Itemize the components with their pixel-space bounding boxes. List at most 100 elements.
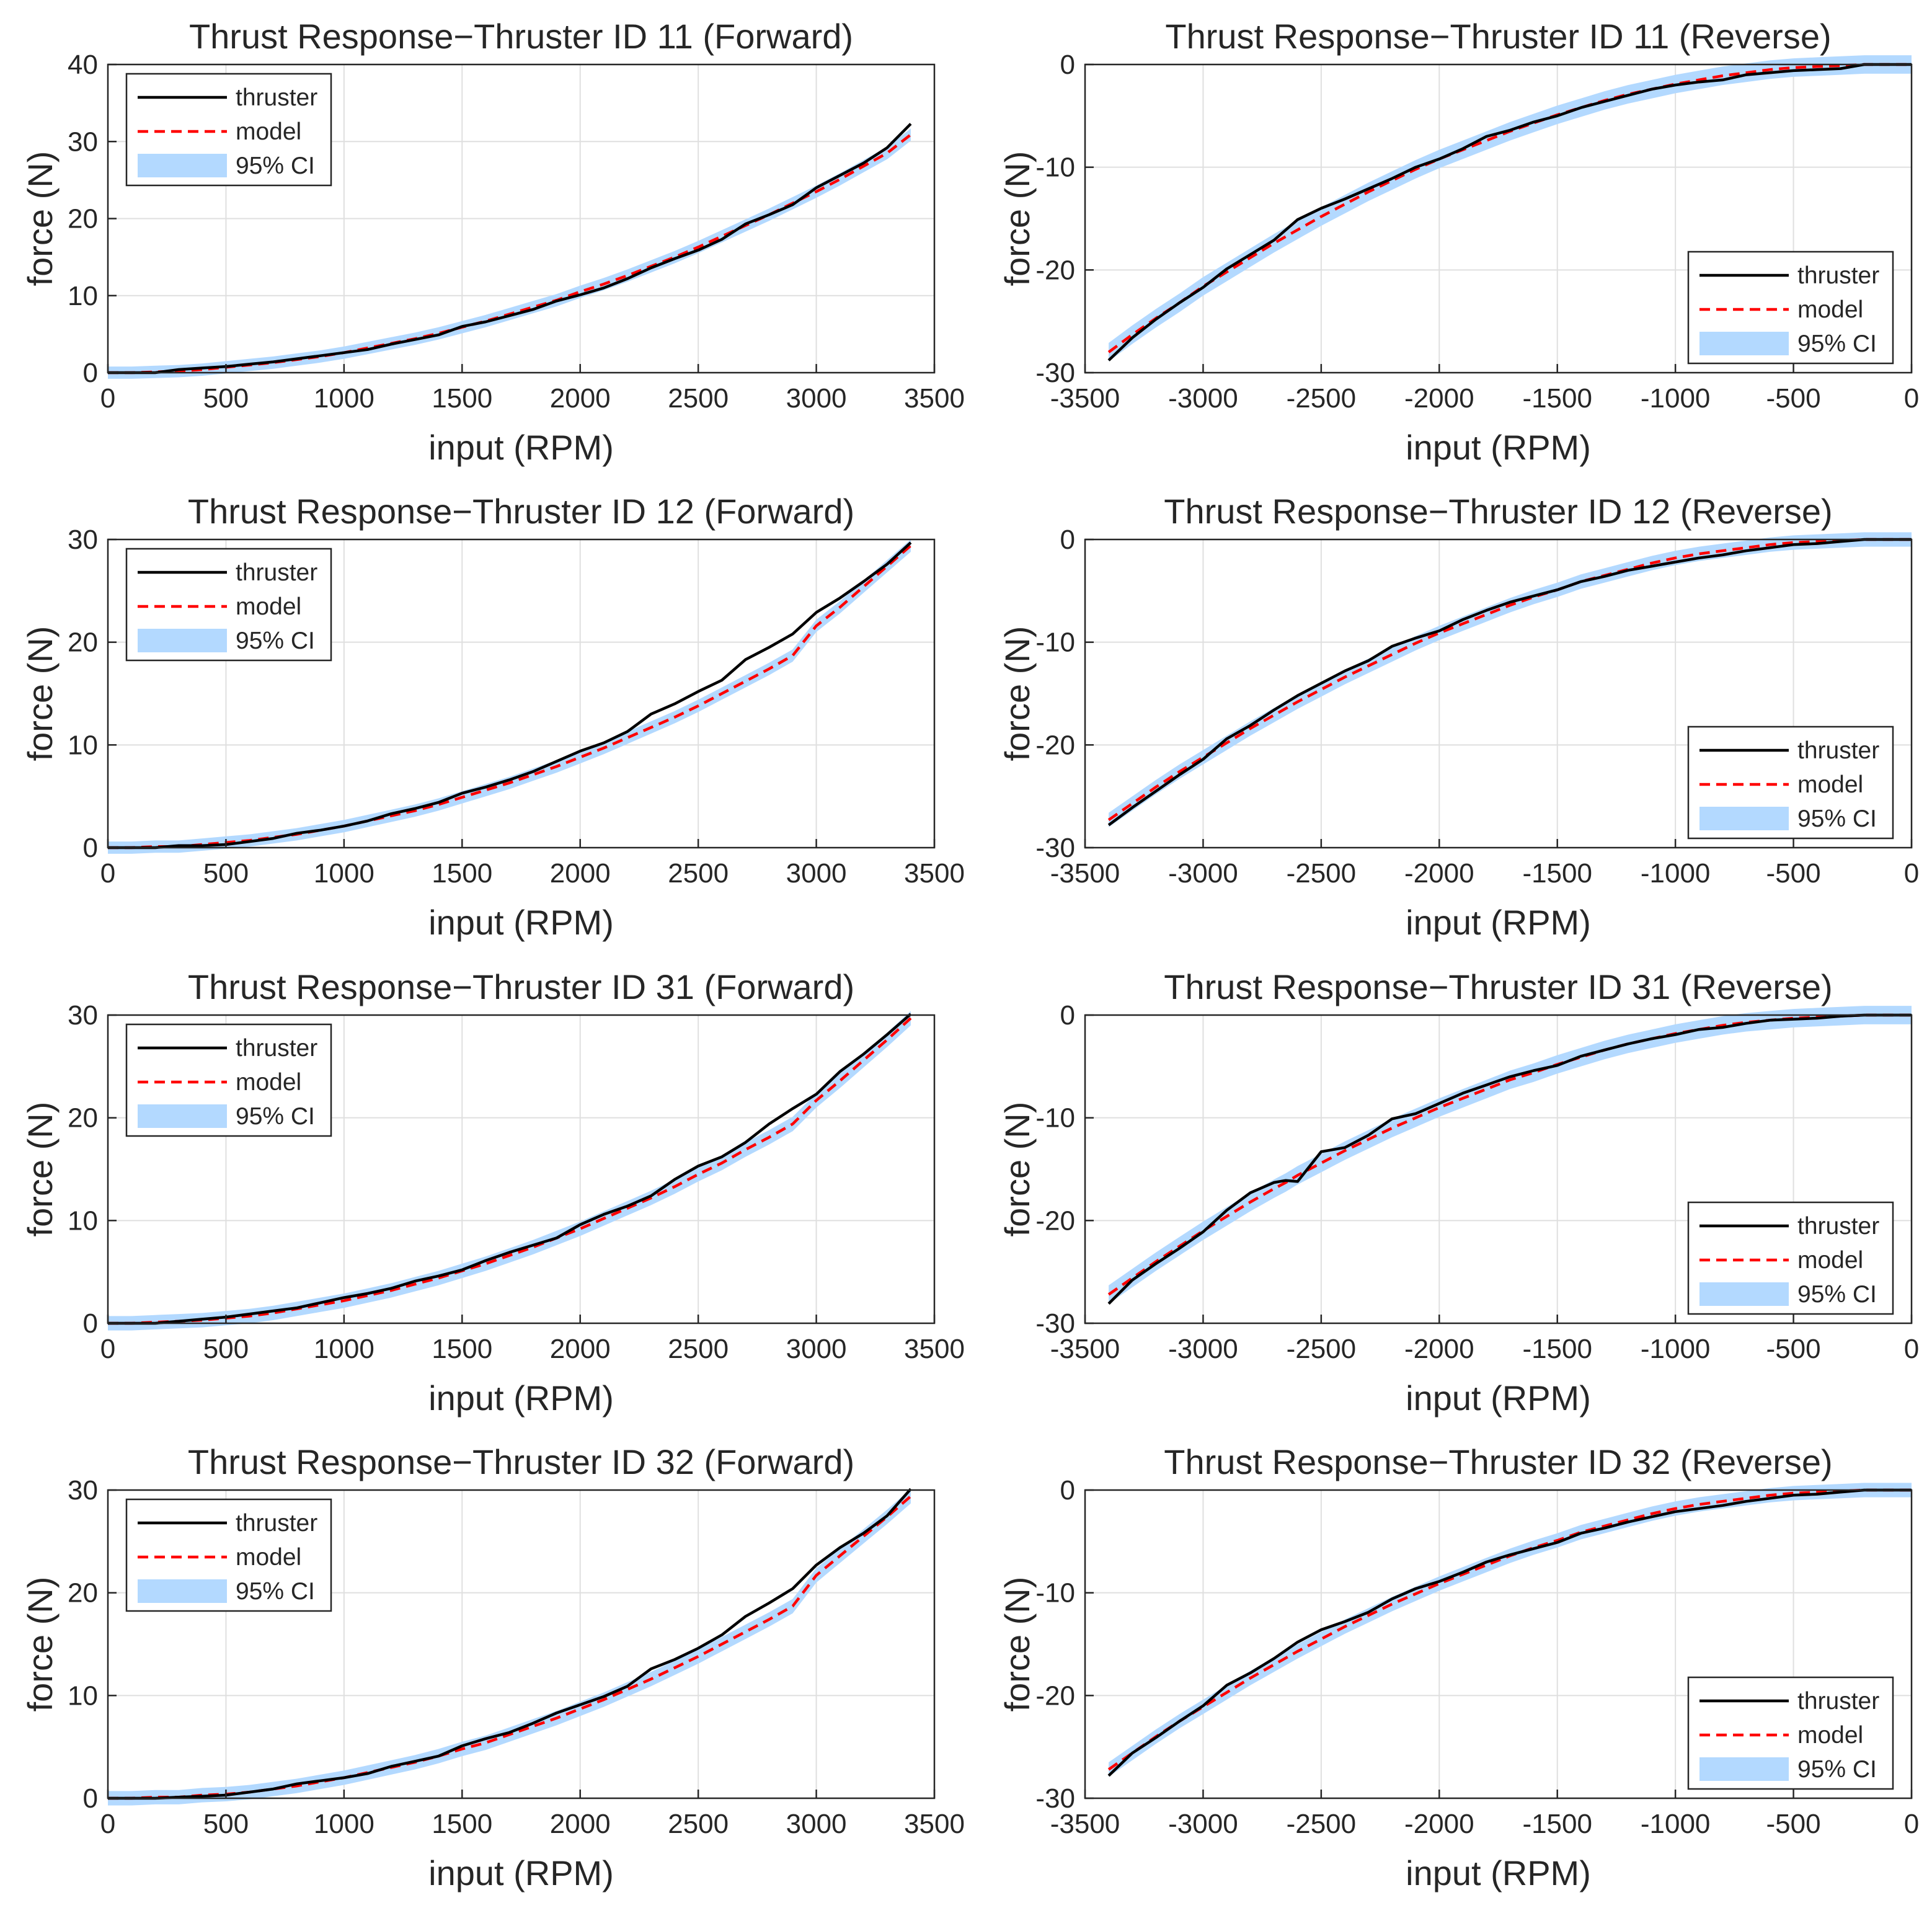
- axes-box: [107, 1014, 936, 1325]
- x-tick-label: -1000: [1641, 1809, 1711, 1839]
- x-tick-label: 2500: [668, 1334, 729, 1364]
- x-tick-label: -3500: [1050, 1334, 1120, 1364]
- y-tick-label: -30: [1035, 1783, 1075, 1814]
- legend-label: thruster: [236, 1510, 317, 1537]
- x-tick-label: -500: [1766, 1334, 1821, 1364]
- legend-label: 95% CI: [1797, 1756, 1877, 1783]
- legend-label: 95% CI: [236, 1578, 315, 1605]
- x-tick-label: -3000: [1168, 383, 1238, 414]
- y-tick-label: 10: [68, 1205, 98, 1236]
- x-tick-label: 1500: [432, 858, 492, 889]
- x-tick-label: -2000: [1404, 1809, 1474, 1839]
- chart-title: Thrust Response−Thruster ID 12 (Forward): [188, 492, 854, 531]
- chart-panel: 0 500 1000 1500 2000 2500 3000 3500 0 10 20 30 40 Thr…: [20, 17, 965, 467]
- x-tick-label: -3000: [1168, 858, 1238, 889]
- y-axis-label: force (N): [998, 151, 1037, 286]
- x-axis-label: input (RPM): [428, 903, 614, 942]
- chart-panel: -3500 -3000 -2500 -2000 -1500 -1000 -500 0 -30 -2…: [998, 17, 1919, 467]
- x-tick-label: -500: [1766, 858, 1821, 889]
- y-tick-label: 20: [68, 628, 98, 658]
- y-tick-label: 0: [1060, 525, 1075, 555]
- x-tick-label: 0: [1904, 1809, 1919, 1839]
- x-tick-label: 1500: [432, 383, 492, 414]
- y-tick-label: 40: [68, 50, 98, 80]
- x-tick-label: 1000: [314, 858, 374, 889]
- x-tick-label: 3000: [786, 858, 847, 889]
- chart-title: Thrust Response−Thruster ID 32 (Reverse): [1164, 1442, 1832, 1481]
- legend-label: 95% CI: [1797, 1281, 1877, 1308]
- legend-ci-swatch: [1699, 1757, 1789, 1781]
- legend-ci-swatch: [1699, 807, 1789, 830]
- chart-title: Thrust Response−Thruster ID 32 (Forward): [188, 1442, 854, 1481]
- chart-panel: 0 500 1000 1500 2000 2500 3000 3500 0 10 20 30 Thrus…: [20, 492, 965, 942]
- chart-title: Thrust Response−Thruster ID 11 (Forward): [189, 17, 853, 56]
- legend: thruster model 95% CI: [125, 1498, 332, 1612]
- legend-label: thruster: [1797, 1688, 1879, 1715]
- y-axis-label: force (N): [998, 1102, 1037, 1237]
- axes-box: [1084, 63, 1913, 374]
- x-tick-label: 500: [203, 858, 249, 889]
- y-tick-label: 0: [83, 1783, 98, 1814]
- legend-label: model: [236, 118, 301, 145]
- x-tick-label: 2000: [550, 858, 611, 889]
- chart-panel: -3500 -3000 -2500 -2000 -1500 -1000 -500 0 -30 -2…: [998, 1442, 1919, 1892]
- x-tick-label: -2500: [1287, 858, 1357, 889]
- y-tick-label: -10: [1035, 1578, 1075, 1608]
- legend: thruster model 95% CI: [125, 1023, 332, 1137]
- axes-box: [1084, 1489, 1913, 1799]
- chart-panel: 0 500 1000 1500 2000 2500 3000 3500 0 10 20 30 Thrus…: [20, 1442, 965, 1892]
- x-tick-label: 2500: [668, 1809, 729, 1839]
- x-tick-label: -3000: [1168, 1334, 1238, 1364]
- x-tick-label: 2500: [668, 383, 729, 414]
- thruster-line: [1107, 1488, 1912, 1777]
- y-axis-label: force (N): [20, 1102, 60, 1237]
- y-axis-label: force (N): [998, 1577, 1037, 1712]
- legend-ci-swatch: [138, 629, 227, 652]
- thruster-line: [108, 123, 912, 375]
- x-tick-label: 2000: [550, 1334, 611, 1364]
- legend-label: thruster: [236, 1035, 317, 1062]
- x-axis-label: input (RPM): [428, 428, 614, 467]
- legend-label: thruster: [236, 559, 317, 586]
- x-tick-label: 3500: [904, 858, 965, 889]
- x-tick-label: 1000: [314, 383, 374, 414]
- x-tick-label: -3500: [1050, 383, 1120, 414]
- x-tick-label: -2000: [1404, 1334, 1474, 1364]
- x-tick-label: 3500: [904, 383, 965, 414]
- x-axis-label: input (RPM): [428, 1853, 614, 1892]
- x-tick-label: -2500: [1287, 1809, 1357, 1839]
- y-tick-label: -20: [1035, 1205, 1075, 1236]
- y-tick-label: 30: [68, 126, 98, 157]
- legend-label: thruster: [1797, 737, 1879, 764]
- legend-ci-swatch: [1699, 1282, 1789, 1306]
- legend: thruster model 95% CI: [1687, 251, 1894, 365]
- thruster-line: [108, 541, 912, 850]
- y-axis-label: force (N): [998, 626, 1037, 761]
- legend: thruster model 95% CI: [1687, 1676, 1894, 1790]
- thruster-line: [1107, 538, 1912, 827]
- x-tick-label: 500: [203, 1334, 249, 1364]
- legend-label: model: [236, 1544, 301, 1571]
- x-tick-label: 1000: [314, 1809, 374, 1839]
- model-line: [1107, 538, 1912, 822]
- y-tick-label: 0: [83, 833, 98, 863]
- x-tick-label: 2500: [668, 858, 729, 889]
- x-tick-label: -3500: [1050, 1809, 1120, 1839]
- chart-title: Thrust Response−Thruster ID 31 (Forward): [188, 967, 854, 1006]
- x-tick-label: 1500: [432, 1809, 492, 1839]
- legend-label: 95% CI: [236, 628, 315, 654]
- x-tick-label: -1000: [1641, 383, 1711, 414]
- y-tick-label: 0: [83, 358, 98, 388]
- legend: thruster model 95% CI: [1687, 725, 1894, 840]
- chart-title: Thrust Response−Thruster ID 12 (Reverse): [1164, 492, 1832, 531]
- y-tick-label: 30: [68, 1475, 98, 1506]
- y-tick-label: 10: [68, 281, 98, 311]
- legend-label: model: [236, 1069, 301, 1096]
- x-tick-label: -2500: [1287, 1334, 1357, 1364]
- y-axis-label: force (N): [20, 1577, 60, 1712]
- legend-label: 95% CI: [236, 153, 315, 179]
- x-tick-label: -2500: [1287, 383, 1357, 414]
- y-tick-label: 10: [68, 1680, 98, 1711]
- legend-label: model: [1797, 1247, 1863, 1274]
